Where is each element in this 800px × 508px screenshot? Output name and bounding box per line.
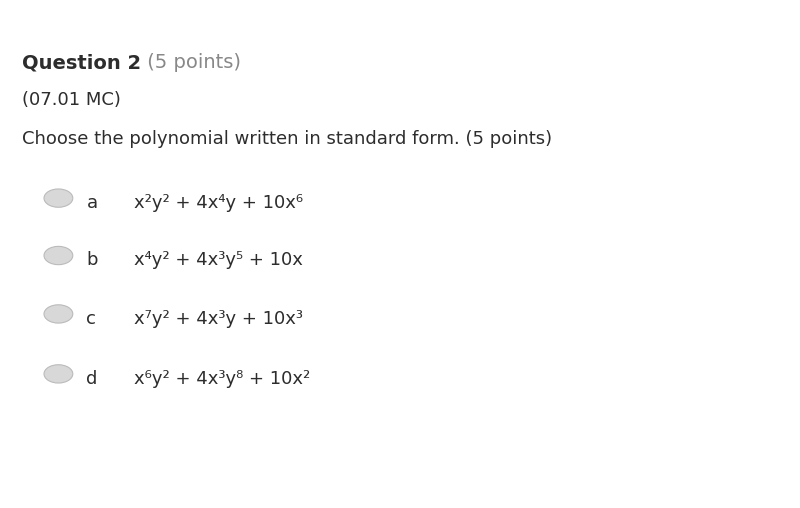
Text: x²y² + 4x⁴y + 10x⁶: x²y² + 4x⁴y + 10x⁶ — [134, 194, 303, 212]
Circle shape — [44, 246, 73, 265]
Text: (07.01 MC): (07.01 MC) — [22, 91, 121, 109]
Circle shape — [44, 365, 73, 383]
Text: Question 2: Question 2 — [22, 53, 141, 72]
Text: a: a — [86, 194, 98, 212]
Text: (5 points): (5 points) — [141, 53, 241, 72]
Text: x⁷y² + 4x³y + 10x³: x⁷y² + 4x³y + 10x³ — [134, 310, 303, 328]
Text: Choose the polynomial written in standard form. (5 points): Choose the polynomial written in standar… — [22, 130, 552, 147]
Text: d: d — [86, 370, 98, 388]
Circle shape — [44, 305, 73, 323]
Text: x⁴y² + 4x³y⁵ + 10x: x⁴y² + 4x³y⁵ + 10x — [134, 251, 303, 269]
Text: b: b — [86, 251, 98, 269]
Circle shape — [44, 189, 73, 207]
Text: c: c — [86, 310, 96, 328]
Text: x⁶y² + 4x³y⁸ + 10x²: x⁶y² + 4x³y⁸ + 10x² — [134, 370, 310, 388]
